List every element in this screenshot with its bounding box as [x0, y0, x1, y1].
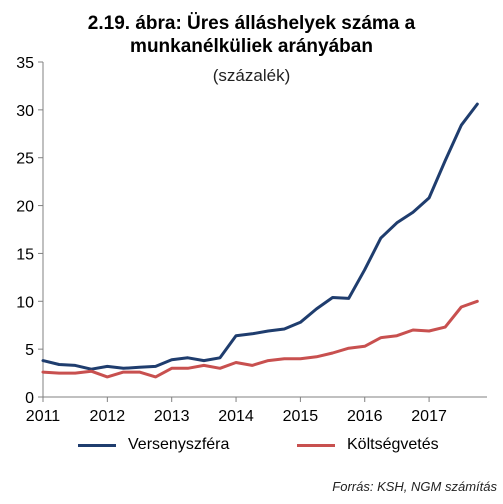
- chart-title-line-2: munkanélküliek arányában: [130, 36, 373, 57]
- y-tick-label: 5: [25, 342, 34, 359]
- y-tick-label: 30: [16, 103, 34, 120]
- x-tick-label: 2016: [347, 408, 383, 425]
- series-line-koltsegvetes: [41, 299, 479, 379]
- y-tick-label: 15: [16, 246, 34, 263]
- series-line-versenyszfera: [41, 102, 479, 371]
- y-tick-label: 10: [16, 294, 34, 311]
- chart-legend: Versenyszféra Költségvetés: [0, 436, 503, 460]
- y-tick-label: 20: [16, 199, 34, 216]
- x-tick-label: 2014: [218, 408, 254, 425]
- y-tick-label: 25: [16, 151, 34, 168]
- chart-subtitle: (százalék): [212, 66, 291, 85]
- x-tick-label: 2017: [411, 408, 447, 425]
- legend-swatch-koltsegvetes: [297, 443, 335, 447]
- y-tick-label: 0: [25, 390, 34, 407]
- legend-swatch-versenyszfera: [78, 443, 116, 447]
- x-tick-label: 2011: [26, 408, 61, 425]
- chart-title: 2.19. ábra: Üres álláshelyek száma a mun…: [0, 12, 503, 58]
- legend-item-versenyszfera: Versenyszféra: [78, 436, 229, 454]
- source-note: Forrás: KSH, NGM számítás: [332, 479, 497, 494]
- x-tick-label: 2013: [154, 408, 190, 425]
- x-tick-label: 2015: [283, 408, 319, 425]
- legend-label-versenyszfera: Versenyszféra: [128, 436, 230, 453]
- legend-label-koltsegvetes: Költségvetés: [347, 436, 439, 453]
- x-tick-label: 2012: [90, 408, 126, 425]
- chart-title-line-1: 2.19. ábra: Üres álláshelyek száma a: [87, 13, 416, 34]
- y-tick-label: 35: [16, 55, 34, 72]
- legend-item-koltsegvetes: Költségvetés: [297, 436, 439, 454]
